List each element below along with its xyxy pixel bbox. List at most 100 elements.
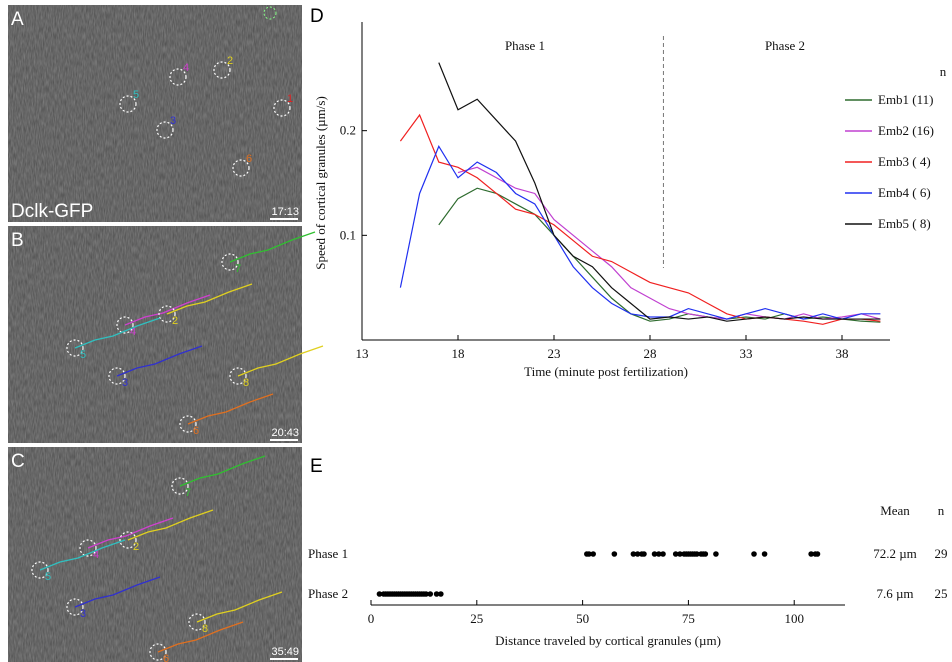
x-tick-label: 18 [452,346,465,361]
x-tick-label: 23 [548,346,561,361]
micrograph-texture [8,447,302,662]
point [713,551,719,557]
marker-label: 6 [246,153,252,165]
point [376,591,383,597]
point [586,551,592,557]
x-tick-label: 28 [644,346,657,361]
granule-marker [66,339,84,357]
x-tick-label: 38 [836,346,849,361]
legend-label: Emb4 ( 6) [878,185,931,200]
marker-label: 2 [172,315,178,327]
column-header: n [938,503,945,518]
track [39,539,126,571]
point [611,551,618,557]
timestamp: 20:43 [271,427,299,439]
series-line [399,113,881,325]
point [634,551,641,557]
y-tick-label: 0.2 [340,123,356,138]
marker-label: 6 [193,425,199,437]
panel-label: E [310,456,323,477]
series-line [438,187,881,323]
micrograph-texture [8,226,302,443]
micrograph-texture [8,5,302,222]
x-tick-label: 13 [356,346,369,361]
marker-label: 8 [243,377,249,389]
granule-marker [31,561,49,579]
point [808,551,814,557]
series-line [457,166,881,320]
series-line [399,145,881,320]
point [433,591,440,597]
marker-label: 5 [133,89,139,101]
timestamp: 17:13 [271,206,299,218]
x-tick-label: 75 [682,611,695,626]
mean-label: 72.2 µm [873,546,917,561]
track [74,317,161,349]
marker-label: 2 [133,541,139,553]
track [127,509,214,541]
n-label: 25 [935,586,948,601]
marker-label: 4 [130,326,136,338]
x-axis-label: Distance traveled by cortical granules (… [495,633,721,648]
timestamp: 35:49 [271,646,299,658]
marker-label: 4 [183,62,189,74]
track [157,621,244,653]
point [814,551,821,557]
x-tick-label: 0 [368,611,375,626]
legend-label: Emb5 ( 8) [878,216,931,231]
track [87,517,174,549]
legend-label: Emb3 ( 4) [878,154,931,169]
panel-label: D [310,6,324,27]
legend-label: Emb1 (11) [878,92,933,107]
track [229,231,316,263]
point [761,551,768,557]
n-label: 29 [935,546,948,561]
marker-label: 8 [202,623,208,635]
point [660,551,666,557]
point [438,591,444,597]
marker-label: 5 [45,571,51,583]
point [672,551,679,557]
panel-label: C [11,451,25,472]
granule-marker [273,99,291,117]
panel-label: A [11,9,24,30]
granule-marker [119,531,137,549]
mean-label: 7.6 µm [876,586,913,601]
marker-label: 3 [80,608,86,620]
granule-marker [66,598,84,616]
marker-label: 5 [80,349,86,361]
x-tick-label: 25 [470,611,483,626]
granule-marker [171,477,189,495]
track [166,283,253,315]
point [590,551,596,557]
marker-label: 6 [163,653,169,662]
track [179,455,266,487]
x-tick-label: 50 [576,611,589,626]
marker-label: 1 [287,93,293,105]
point [423,591,429,597]
marker-label: 7 [235,263,241,275]
point [655,551,662,557]
point [702,551,709,557]
marker-label: 4 [93,549,99,561]
column-header: Mean [880,503,910,518]
y-tick-label: 0.1 [340,227,356,242]
point [694,551,700,557]
x-axis-label: Time (minute post fertilization) [524,364,688,379]
granule-marker [116,316,134,334]
point [677,551,683,557]
granule-marker [179,415,197,433]
point [630,551,637,557]
marker-label: 3 [170,115,176,127]
row-label: Phase 1 [308,546,348,561]
granule-marker [213,61,231,79]
series-line [438,62,881,322]
marker-label: 7 [185,487,191,499]
granule-marker [229,367,247,385]
track [124,294,211,326]
granule-marker [188,613,206,631]
x-tick-label: 100 [784,611,804,626]
granule-marker [169,68,187,86]
